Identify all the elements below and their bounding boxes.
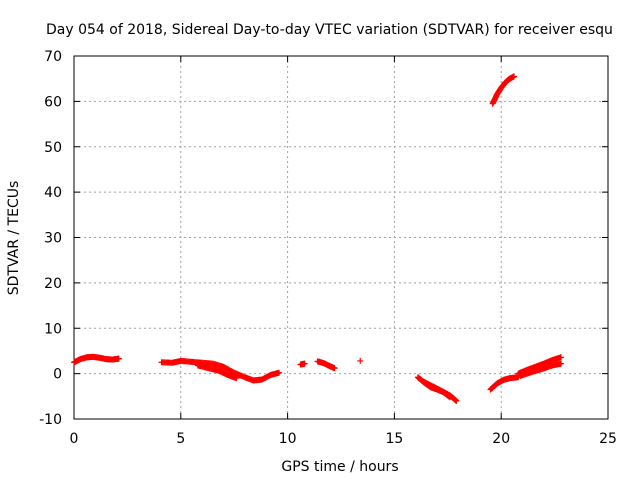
x-tick-label: 0	[70, 431, 79, 447]
data-point	[301, 360, 308, 367]
x-tick-label: 25	[599, 431, 617, 447]
data-points	[71, 73, 565, 404]
y-tick-label: 10	[44, 321, 62, 337]
axis-ticks: 0 5 10 15 20 25 -10 0 10 20 30 40 50 60 70	[39, 49, 617, 447]
y-tick-label: 30	[44, 231, 62, 247]
x-axis-label: GPS time / hours	[281, 459, 398, 475]
y-tick-label: 50	[44, 140, 62, 156]
y-axis-label: SDTVAR / TECUs	[6, 181, 22, 296]
y-tick-label: 40	[44, 185, 62, 201]
data-point	[357, 357, 364, 364]
data-point	[511, 73, 518, 80]
x-tick-label: 10	[279, 431, 297, 447]
chart-title: Day 054 of 2018, Sidereal Day-to-day VTE…	[46, 22, 613, 38]
x-tick-label: 5	[176, 431, 185, 447]
data-point	[558, 360, 565, 367]
data-point	[233, 375, 240, 382]
x-tick-label: 20	[492, 431, 510, 447]
y-tick-label: 0	[53, 367, 62, 383]
data-point	[453, 397, 460, 404]
y-tick-label: -10	[39, 412, 62, 428]
data-point	[115, 355, 122, 362]
y-tick-label: 70	[44, 49, 62, 65]
data-point	[558, 354, 565, 361]
grid	[74, 56, 608, 419]
data-point	[331, 365, 338, 372]
data-point	[276, 369, 283, 376]
x-tick-label: 15	[385, 431, 403, 447]
y-tick-label: 60	[44, 94, 62, 110]
y-tick-label: 20	[44, 276, 62, 292]
